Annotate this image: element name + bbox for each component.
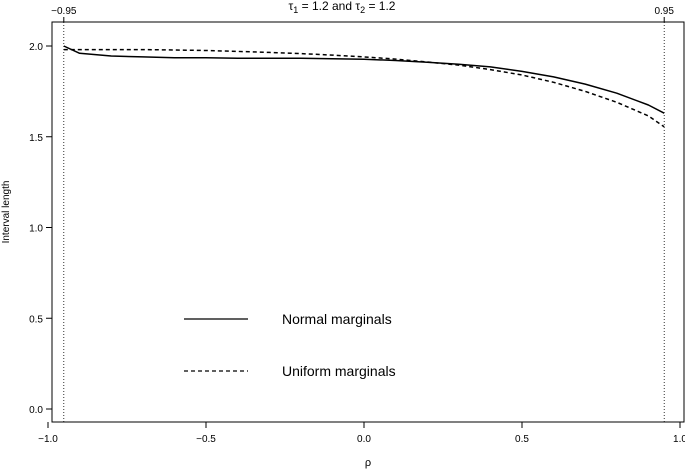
x-axis-label: ρ — [365, 457, 371, 469]
series-line-uniform — [63, 48, 665, 128]
x-tick-label-3: 0.5 — [515, 434, 529, 445]
y-axis: 0.0 0.5 1.0 1.5 2.0 — [29, 42, 52, 416]
reference-lines — [63, 22, 665, 422]
y-tick-label-2: 1.0 — [29, 224, 43, 235]
x-tick-label-0: −1.0 — [38, 434, 58, 445]
x-tick-label-1: −0.5 — [196, 434, 216, 445]
series-layer — [63, 45, 665, 128]
x-tick-label-2: 0.0 — [357, 434, 371, 445]
chart-title-text: τ1 = 1.2 and τ2 = 1.2 — [289, 0, 396, 15]
top-axis: −0.95 0.95 — [51, 6, 674, 22]
title-tau2-subscript: 2 — [360, 5, 365, 15]
y-tick-label-0: 0.0 — [29, 405, 43, 416]
title-tau1-subscript: 1 — [293, 5, 298, 15]
legend: Normal marginals Uniform marginals — [184, 311, 396, 379]
title-tau1-value: = 1.2 and — [298, 0, 355, 13]
plot-frame — [51, 21, 685, 423]
title-tau1-symbol: τ — [289, 0, 294, 13]
chart-title: τ1 = 1.2 and τ2 = 1.2 — [289, 0, 396, 15]
legend-label-uniform: Uniform marginals — [282, 363, 396, 379]
y-tick-label-4: 2.0 — [29, 42, 43, 53]
title-tau2-symbol: τ — [355, 0, 360, 13]
legend-label-normal: Normal marginals — [282, 311, 392, 327]
top-tick-label-1: 0.95 — [654, 6, 674, 17]
x-tick-label-4: 1.0 — [673, 434, 685, 445]
x-axis: −1.0 −0.5 0.0 0.5 1.0 — [38, 422, 685, 445]
y-axis-label: Interval length — [1, 181, 12, 244]
y-tick-label-1: 0.5 — [29, 314, 43, 325]
title-tau2-value: = 1.2 — [365, 0, 396, 13]
series-line-normal — [63, 45, 665, 114]
top-tick-label-0: −0.95 — [51, 6, 77, 17]
y-tick-label-3: 1.5 — [29, 133, 43, 144]
